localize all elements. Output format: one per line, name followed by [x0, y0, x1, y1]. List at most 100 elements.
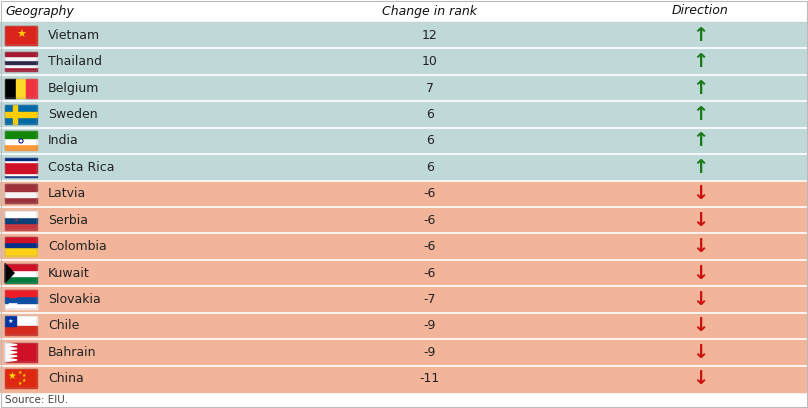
Bar — [5, 343, 37, 362]
Bar — [0, 154, 808, 181]
Bar — [5, 369, 37, 388]
Bar — [5, 52, 37, 56]
Text: Serbia: Serbia — [48, 214, 88, 227]
Bar — [5, 60, 37, 64]
Text: ↓: ↓ — [692, 264, 708, 283]
Text: Thailand: Thailand — [48, 55, 102, 68]
Bar — [5, 217, 37, 224]
Bar — [0, 313, 808, 339]
Text: ↓: ↓ — [692, 237, 708, 256]
Bar — [5, 160, 37, 162]
Text: China: China — [48, 372, 84, 385]
Bar — [5, 191, 37, 197]
Bar — [5, 138, 37, 144]
Bar — [5, 303, 37, 309]
Text: Belgium: Belgium — [48, 82, 99, 95]
Bar — [5, 264, 37, 270]
Text: 10: 10 — [422, 55, 438, 68]
Bar — [5, 175, 37, 177]
Bar — [5, 237, 37, 242]
Text: Kuwait: Kuwait — [48, 266, 90, 279]
Bar — [5, 144, 37, 151]
Bar — [0, 233, 808, 260]
Bar — [5, 113, 37, 117]
Text: Sweden: Sweden — [48, 108, 98, 121]
Bar — [5, 79, 15, 98]
Text: ↓: ↓ — [692, 211, 708, 230]
Bar — [5, 290, 37, 296]
Text: -6: -6 — [424, 266, 436, 279]
Text: Vietnam: Vietnam — [48, 29, 100, 42]
Text: -11: -11 — [420, 372, 440, 385]
Text: -6: -6 — [424, 187, 436, 200]
Bar — [0, 101, 808, 128]
Bar — [5, 264, 37, 283]
Bar — [5, 237, 37, 256]
Text: ↓: ↓ — [692, 343, 708, 362]
Text: Bahrain: Bahrain — [48, 346, 96, 359]
Bar — [5, 26, 37, 45]
Text: ★: ★ — [21, 373, 26, 379]
Bar — [5, 247, 37, 256]
Bar — [0, 22, 808, 49]
Bar — [5, 162, 37, 173]
Bar — [5, 369, 37, 388]
Bar — [5, 26, 37, 45]
Bar — [15, 79, 27, 98]
Text: Direction: Direction — [671, 4, 728, 18]
Text: -6: -6 — [424, 214, 436, 227]
Bar — [0, 49, 808, 75]
Bar — [5, 79, 37, 98]
Bar — [0, 366, 808, 392]
Bar — [0, 128, 808, 154]
Bar — [5, 131, 37, 151]
Text: ★: ★ — [18, 370, 23, 375]
Text: ↑: ↑ — [692, 79, 708, 98]
Text: ⚜: ⚜ — [14, 218, 19, 223]
Text: Latvia: Latvia — [48, 187, 86, 200]
Text: ★: ★ — [18, 381, 23, 386]
Text: 12: 12 — [422, 29, 438, 42]
Bar — [5, 158, 37, 160]
Bar — [5, 224, 37, 230]
Bar — [0, 207, 808, 233]
Bar — [5, 317, 16, 326]
Text: Source: EIU.: Source: EIU. — [5, 395, 68, 405]
Bar — [5, 211, 37, 217]
Bar — [5, 64, 37, 67]
Text: ★: ★ — [16, 30, 26, 40]
Bar — [5, 173, 37, 175]
Bar — [5, 317, 37, 326]
Text: ↑: ↑ — [692, 158, 708, 177]
Text: ★: ★ — [7, 319, 13, 324]
Bar — [5, 242, 37, 247]
Text: -7: -7 — [423, 293, 436, 306]
Text: 7: 7 — [426, 82, 434, 95]
Text: Slovakia: Slovakia — [48, 293, 101, 306]
Text: -9: -9 — [424, 346, 436, 359]
Bar — [5, 270, 37, 276]
Bar — [5, 317, 37, 335]
Bar — [0, 339, 808, 366]
Bar — [5, 197, 37, 203]
Bar — [5, 326, 37, 335]
Bar — [5, 52, 37, 71]
Bar — [5, 184, 37, 191]
Bar — [5, 158, 37, 177]
Bar — [5, 296, 37, 303]
Bar — [0, 75, 808, 101]
Text: ↑: ↑ — [692, 131, 708, 151]
Bar — [5, 105, 37, 124]
Text: ↓: ↓ — [692, 290, 708, 309]
Text: -9: -9 — [424, 319, 436, 333]
Bar — [5, 211, 37, 230]
Bar — [5, 343, 37, 362]
Text: Costa Rica: Costa Rica — [48, 161, 115, 174]
Bar — [0, 286, 808, 313]
Text: ↑: ↑ — [692, 52, 708, 71]
Bar — [5, 131, 37, 138]
Text: -6: -6 — [424, 240, 436, 253]
Text: Chile: Chile — [48, 319, 79, 333]
Polygon shape — [5, 343, 17, 362]
Bar — [13, 105, 17, 124]
